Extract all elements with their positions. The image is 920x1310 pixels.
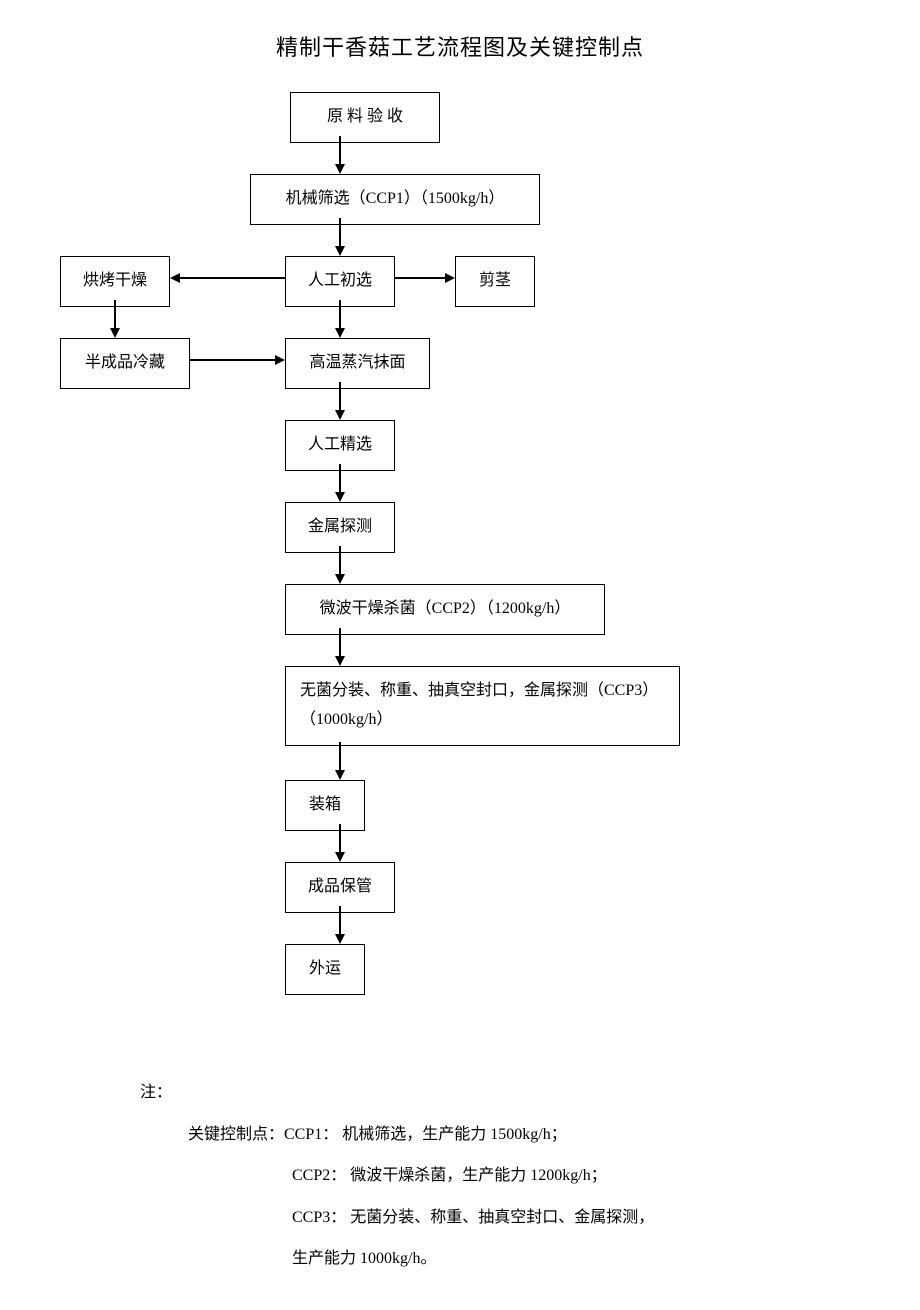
arrow-line [339, 906, 341, 934]
arrow-line [339, 300, 341, 328]
arrow-head [335, 246, 345, 256]
arrow-line [339, 628, 341, 656]
arrow-head [170, 273, 180, 283]
arrow-line [339, 136, 341, 164]
arrow-head [335, 934, 345, 944]
arrow-head [335, 410, 345, 420]
arrow-line [339, 464, 341, 492]
notes-line-4: 生产能力 1000kg/h。 [292, 1238, 920, 1280]
flowchart-node-n2: 机械筛选（CCP1）（1500kg/h） [250, 174, 540, 225]
flowchart-node-n3b: 剪茎 [455, 256, 535, 307]
arrow-head [335, 852, 345, 862]
flowchart-node-n9: 装箱 [285, 780, 365, 831]
flowchart-node-n11: 外运 [285, 944, 365, 995]
arrow-head [335, 656, 345, 666]
flowchart-node-n1: 原 料 验 收 [290, 92, 440, 143]
notes-line-3: CCP3： 无菌分装、称重、抽真空封口、金属探测， [292, 1197, 920, 1239]
flowchart-node-n7: 微波干燥杀菌（CCP2）（1200kg/h） [285, 584, 605, 635]
arrow-head [335, 328, 345, 338]
page-title: 精制干香菇工艺流程图及关键控制点 [0, 30, 920, 62]
arrow-head [335, 164, 345, 174]
arrow-line [180, 277, 285, 279]
flowchart-node-n4a: 半成品冷藏 [60, 338, 190, 389]
arrow-head [110, 328, 120, 338]
arrow-line [339, 824, 341, 852]
arrow-line [339, 218, 341, 246]
notes-header: 注： [140, 1072, 920, 1114]
arrow-line [190, 359, 275, 361]
flowchart-node-n8: 无菌分装、称重、抽真空封口，金属探测（CCP3）（1000kg/h） [285, 666, 680, 746]
arrow-line [114, 300, 116, 328]
notes-line-1: 关键控制点：CCP1： 机械筛选，生产能力 1500kg/h； [188, 1114, 920, 1156]
arrow-line [395, 277, 445, 279]
notes-line-2: CCP2： 微波干燥杀菌，生产能力 1200kg/h； [292, 1155, 920, 1197]
notes-section: 注： 关键控制点：CCP1： 机械筛选，生产能力 1500kg/h； CCP2：… [140, 1072, 920, 1280]
arrow-head [335, 574, 345, 584]
arrow-line [339, 742, 341, 770]
arrow-line [339, 382, 341, 410]
arrow-head [335, 492, 345, 502]
flowchart-node-n4: 高温蒸汽抹面 [285, 338, 430, 389]
arrow-head [445, 273, 455, 283]
arrow-head [335, 770, 345, 780]
arrow-line [339, 546, 341, 574]
arrow-head [275, 355, 285, 365]
flowchart-diagram: 原 料 验 收机械筛选（CCP1）（1500kg/h）人工初选烘烤干燥剪茎高温蒸… [0, 92, 920, 1052]
